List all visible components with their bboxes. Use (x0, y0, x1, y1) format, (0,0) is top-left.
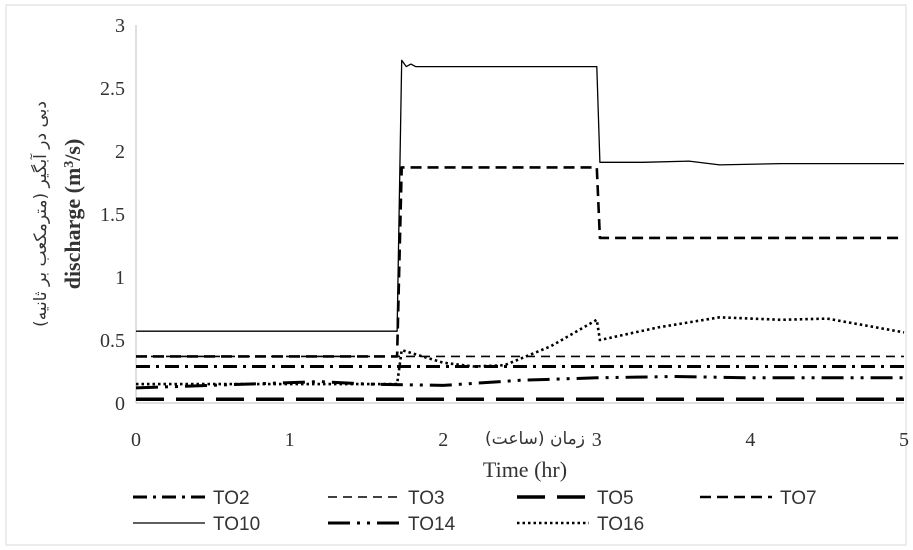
series-to14-line (135, 375, 904, 390)
y-axis-title-main: discharge (m (60, 168, 85, 290)
legend-to16-label: TO16 (597, 514, 644, 535)
series-layer (135, 59, 905, 401)
y-axis-title-fa: دبی در آبگیر (مترمکعب بر ثانیه) (29, 101, 51, 327)
y-tick-label: 0 (115, 393, 125, 415)
x-axis-title-fa: زمان (ساعت) (485, 429, 585, 449)
y-tick-label: 1 (115, 267, 125, 289)
legend-to3-label: TO3 (408, 488, 445, 509)
chart-frame (5, 4, 907, 546)
y-axis-title-tail: /s) (60, 139, 85, 162)
x-tick-label: 3 (592, 429, 602, 451)
legend-to10-label: TO10 (213, 514, 260, 535)
x-tick-label: 4 (745, 429, 755, 451)
legend-to5-label: TO5 (597, 488, 634, 509)
y-tick-label: 0.5 (100, 330, 125, 352)
legend-to7-label: TO7 (780, 488, 817, 509)
y-axis-title-group: discharge (m3/s) (60, 139, 85, 290)
legend: TO2 TO3 TO5 TO7 TO10 TO14 TO16 (133, 488, 817, 535)
y-tick-labels: 0 0.5 1 1.5 2 2.5 3 (100, 15, 125, 415)
x-tick-labels: 0 1 2 3 4 5 (131, 429, 909, 451)
y-axis-title-sup: 3 (62, 161, 77, 168)
legend-to2-label: TO2 (213, 488, 250, 509)
y-axis-title-fa-group: دبی در آبگیر (مترمکعب بر ثانیه) (29, 101, 51, 327)
x-tick-label: 5 (899, 429, 909, 451)
y-axis-title: discharge (m3/s) (60, 139, 85, 290)
x-tick-label: 1 (285, 429, 295, 451)
y-tick-label: 2 (115, 141, 125, 163)
series-to7-line (136, 166, 904, 358)
y-tick-label: 2.5 (100, 78, 125, 100)
x-tick-label: 0 (131, 429, 141, 451)
series-to10-line (136, 59, 904, 332)
y-tick-label: 3 (115, 15, 125, 37)
series-to16-line (136, 315, 905, 386)
legend-to14-label: TO14 (408, 514, 456, 535)
y-tick-label: 1.5 (100, 204, 125, 226)
x-tick-label: 2 (438, 429, 448, 451)
x-axis-title: Time (hr) (483, 457, 567, 482)
